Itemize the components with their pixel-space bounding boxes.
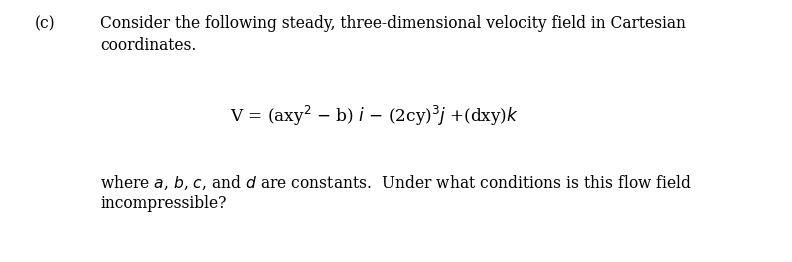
Text: (c): (c)	[35, 15, 55, 32]
Text: Consider the following steady, three-dimensional velocity field in Cartesian: Consider the following steady, three-dim…	[100, 15, 686, 32]
Text: where $a$, $b$, $c$, and $d$ are constants.  Under what conditions is this flow : where $a$, $b$, $c$, and $d$ are constan…	[100, 174, 692, 192]
Text: V = (axy$^2$ $-$ b) $i$ $-$ (2cy)$^3$$j$ +(dxy)$k$: V = (axy$^2$ $-$ b) $i$ $-$ (2cy)$^3$$j$…	[230, 104, 519, 128]
Text: incompressible?: incompressible?	[100, 195, 227, 212]
Text: coordinates.: coordinates.	[100, 37, 196, 54]
